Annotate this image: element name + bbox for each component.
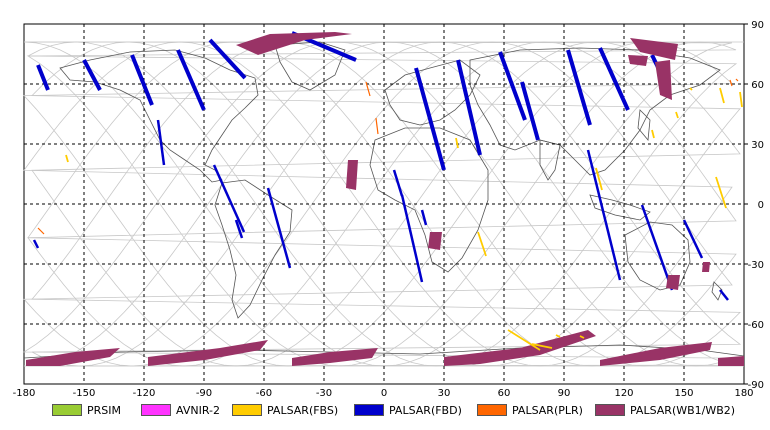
lon-tick-label: -120 [133,388,156,399]
lon-tick-label: -180 [13,388,36,399]
lat-tick-label: -60 [748,320,764,331]
legend-label-palsar-fbd: PALSAR(FBD) [389,404,462,417]
legend-label-palsar-fbs: PALSAR(FBS) [267,404,338,417]
lat-tick-label: -90 [748,380,764,391]
legend-swatch-palsar-fbs [232,404,262,416]
world-map: -180 -150 -120 -90 -60 -30 0 30 60 90 120 150 180 90… [0,0,770,400]
legend-swatch-palsar-plr [477,404,507,416]
wb-swath [346,160,358,190]
lon-tick-label: 60 [498,388,511,399]
legend-item-avnir2: AVNIR-2 [141,402,220,418]
legend-item-prsim: PRSIM [52,402,121,418]
wb-swath [666,275,680,290]
legend-label-prsim: PRSIM [87,404,121,417]
lat-tick-label: 0 [758,200,764,211]
lon-tick-label: 150 [674,388,693,399]
legend-swatch-palsar-fbd [354,404,384,416]
lon-tick-label: 90 [558,388,571,399]
lon-tick-label: -150 [73,388,96,399]
legend-label-avnir2: AVNIR-2 [176,404,220,417]
lat-tick-label: 30 [751,140,764,151]
legend-item-palsar-fbd: PALSAR(FBD) [354,402,462,418]
legend-label-palsar-plr: PALSAR(PLR) [512,404,583,417]
legend-item-palsar-plr: PALSAR(PLR) [477,402,583,418]
lon-tick-label: 30 [438,388,451,399]
lon-tick-label: 0 [381,388,387,399]
wb-swath [702,262,710,272]
lon-tick-label: -60 [256,388,272,399]
lat-tick-label: 60 [751,80,764,91]
lon-tick-label: -90 [196,388,212,399]
lat-tick-label: -30 [748,260,764,271]
lon-tick-label: -30 [316,388,332,399]
legend-swatch-avnir2 [141,404,171,416]
legend-item-palsar-fbs: PALSAR(FBS) [232,402,338,418]
legend-label-palsar-wb: PALSAR(WB1/WB2) [630,404,735,417]
legend-swatch-palsar-wb [595,404,625,416]
legend-swatch-prsim [52,404,82,416]
lat-tick-label: 90 [751,20,764,31]
wb-swath [428,232,442,250]
latitude-tick-labels: 90 60 30 0 -30 -60 -90 [744,20,764,391]
legend: PRSIM AVNIR-2 PALSAR(FBS) PALSAR(FBD) PA… [0,400,770,422]
legend-item-palsar-wb: PALSAR(WB1/WB2) [595,402,735,418]
lon-tick-label: 120 [614,388,633,399]
longitude-tick-labels: -180 -150 -120 -90 -60 -30 0 30 60 90 120 150 180 [13,388,754,399]
